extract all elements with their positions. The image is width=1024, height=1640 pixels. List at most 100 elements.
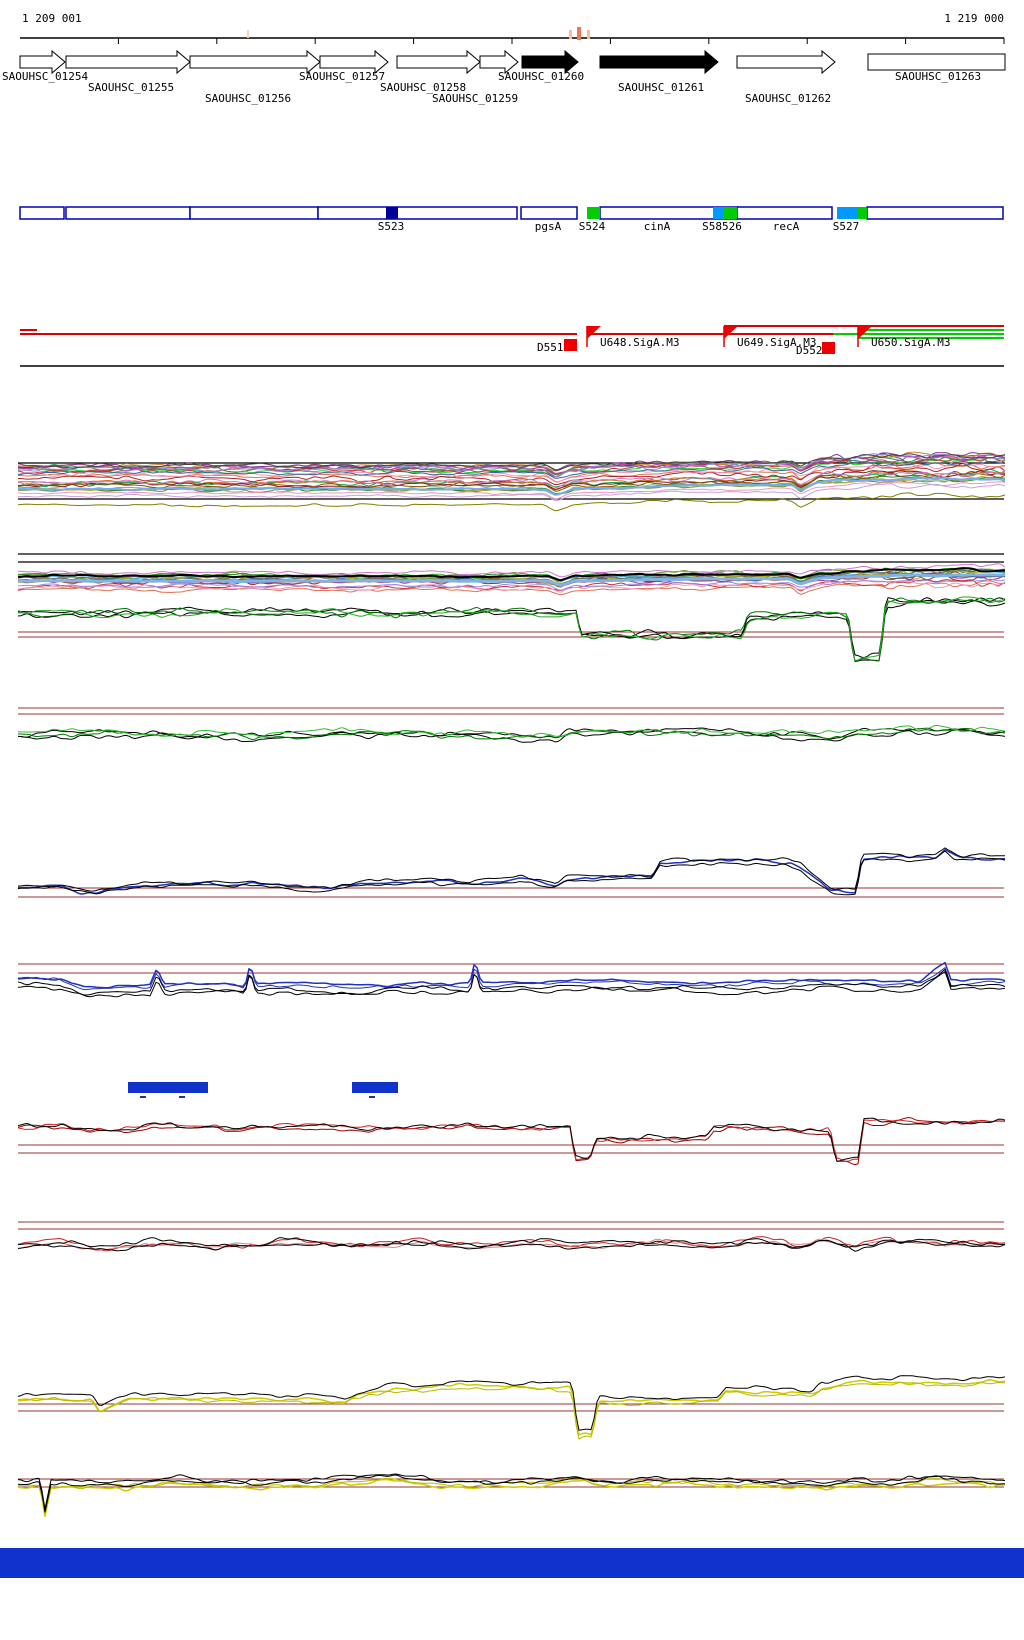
footer-scroll-bar[interactable] xyxy=(0,1548,1024,1578)
track-panel-blue-track-1[interactable] xyxy=(17,847,1006,898)
track-panel-green-track-1[interactable] xyxy=(17,596,1006,662)
signal-trace xyxy=(17,1237,1006,1248)
gene-arrow-SAOUHSC_01255[interactable] xyxy=(65,49,191,75)
gene-arrow-SAOUHSC_01257[interactable] xyxy=(319,49,389,75)
gene-arrow-SAOUHSC_01259[interactable] xyxy=(479,49,519,75)
annotation-segment[interactable] xyxy=(866,206,1004,220)
annotation-label-S527: S527 xyxy=(833,220,860,233)
signal-trace xyxy=(17,1478,1006,1517)
signal-trace xyxy=(17,579,1006,593)
signal-trace xyxy=(17,1474,1006,1513)
signal-trace xyxy=(17,1375,1006,1431)
signal-trace xyxy=(17,1379,1006,1436)
region-end-coordinate: 1 219 000 xyxy=(944,12,1004,25)
track-panel-red-track[interactable] xyxy=(17,1221,1006,1252)
annotation-label-S523: S523 xyxy=(378,220,405,233)
signal-trace xyxy=(17,724,1006,738)
signal-trace xyxy=(17,971,1006,998)
flag-label: U648.SigA.M3 xyxy=(600,336,679,349)
ruler-highlight-mark xyxy=(587,30,590,39)
flag-pennant-icon xyxy=(587,326,601,339)
annotation-label-cinA: cinA xyxy=(644,220,671,233)
gene-label: SAOUHSC_01257 xyxy=(299,70,385,83)
signal-trace xyxy=(17,598,1006,662)
signal-trace xyxy=(17,454,1006,474)
signal-trace xyxy=(17,567,1006,582)
ruler-highlight-mark xyxy=(569,30,572,39)
annotation-feature[interactable] xyxy=(858,207,867,219)
signal-trace xyxy=(17,1473,1006,1510)
signal-trace xyxy=(17,567,1006,582)
track-panel-yellow-track-1[interactable] xyxy=(17,1375,1006,1440)
signal-trace xyxy=(17,492,1006,512)
tss-flag-U650.SigA.M3[interactable]: U650.SigA.M3 xyxy=(857,326,950,349)
annotation-feature[interactable] xyxy=(386,207,398,219)
gene-arrow-SAOUHSC_01261[interactable] xyxy=(599,49,719,75)
signal-trace xyxy=(18,476,1006,496)
signal-trace xyxy=(17,481,1006,500)
gene-label: SAOUHSC_01261 xyxy=(618,81,704,94)
annotation-feature[interactable] xyxy=(587,207,600,219)
site-marker-box[interactable] xyxy=(822,342,835,354)
track-panel-all-samples-overlay-1[interactable] xyxy=(17,451,1006,512)
annotation-segment[interactable] xyxy=(19,206,65,220)
annotation-segment[interactable] xyxy=(65,206,191,220)
ruler-highlight-mark xyxy=(247,30,249,38)
gene-label: SAOUHSC_01258 xyxy=(380,81,466,94)
coordinate-ruler xyxy=(20,27,1005,44)
flag-label: U649.SigA.M3 xyxy=(737,336,816,349)
tss-flag-U648.SigA.M3[interactable]: U648.SigA.M3 xyxy=(586,326,679,349)
tss-flag-U649.SigA.M3[interactable]: U649.SigA.M3 xyxy=(723,326,816,349)
ruler-highlight-mark xyxy=(577,27,581,40)
track-panel-all-samples-overlay-2[interactable] xyxy=(17,553,1006,596)
signal-trace xyxy=(17,850,1006,896)
site-marker-label: D552 xyxy=(796,344,823,357)
annotation-segment[interactable] xyxy=(317,206,518,220)
track-panel-green-track-2[interactable] xyxy=(17,707,1006,743)
signal-trace xyxy=(17,967,1006,991)
track-panel-yellow-track-2[interactable] xyxy=(17,1473,1006,1517)
flag-label: U650.SigA.M3 xyxy=(871,336,950,349)
track-panel-blue-track-2[interactable] xyxy=(17,961,1006,998)
gene-label: SAOUHSC_01259 xyxy=(432,92,518,105)
block-feature[interactable] xyxy=(128,1082,208,1093)
track-panel-darkred-track[interactable] xyxy=(17,1117,1006,1166)
signal-trace xyxy=(17,470,1006,492)
annotation-label-recA: recA xyxy=(773,220,800,233)
annotation-label-S524: S524 xyxy=(579,220,606,233)
gene-arrow-SAOUHSC_01260[interactable] xyxy=(521,49,579,75)
gene-arrow-SAOUHSC_01258[interactable] xyxy=(396,49,481,75)
track-panel-block-annotations[interactable] xyxy=(128,1082,398,1098)
annotation-segment[interactable] xyxy=(736,206,833,220)
flag-pennant-icon xyxy=(724,326,738,339)
site-marker-box[interactable] xyxy=(564,339,577,351)
signal-trace xyxy=(17,1477,1006,1516)
annotation-feature[interactable] xyxy=(723,207,737,219)
annotation-label-S58526: S58526 xyxy=(702,220,742,233)
signal-trace xyxy=(18,847,1005,892)
signal-trace xyxy=(17,596,1006,661)
signal-trace xyxy=(17,578,1006,591)
annotation-feature[interactable] xyxy=(837,207,858,219)
gene-label: SAOUHSC_01255 xyxy=(88,81,174,94)
gene-label: SAOUHSC_01254 xyxy=(2,70,88,83)
signal-trace xyxy=(17,1382,1006,1440)
signal-trace xyxy=(18,478,1006,495)
annotation-segment[interactable] xyxy=(189,206,319,220)
gene-arrow-SAOUHSC_01254[interactable] xyxy=(19,49,66,75)
annotation-label-pgsA: pgsA xyxy=(535,220,562,233)
gene-arrow-SAOUHSC_01256[interactable] xyxy=(189,49,321,75)
signal-trace xyxy=(17,968,1006,996)
signal-trace xyxy=(17,469,1006,489)
flag-pennant-icon xyxy=(858,326,872,339)
signal-trace xyxy=(17,573,1006,587)
annotation-segment[interactable] xyxy=(520,206,578,220)
signal-trace xyxy=(17,848,1006,895)
gene-label: SAOUHSC_01256 xyxy=(205,92,291,105)
gene-arrow-SAOUHSC_01263[interactable] xyxy=(867,53,1006,71)
gene-arrow-SAOUHSC_01262[interactable] xyxy=(736,49,836,75)
signal-trace xyxy=(17,1119,1005,1162)
annotation-feature[interactable] xyxy=(713,207,723,219)
block-feature[interactable] xyxy=(352,1082,398,1093)
